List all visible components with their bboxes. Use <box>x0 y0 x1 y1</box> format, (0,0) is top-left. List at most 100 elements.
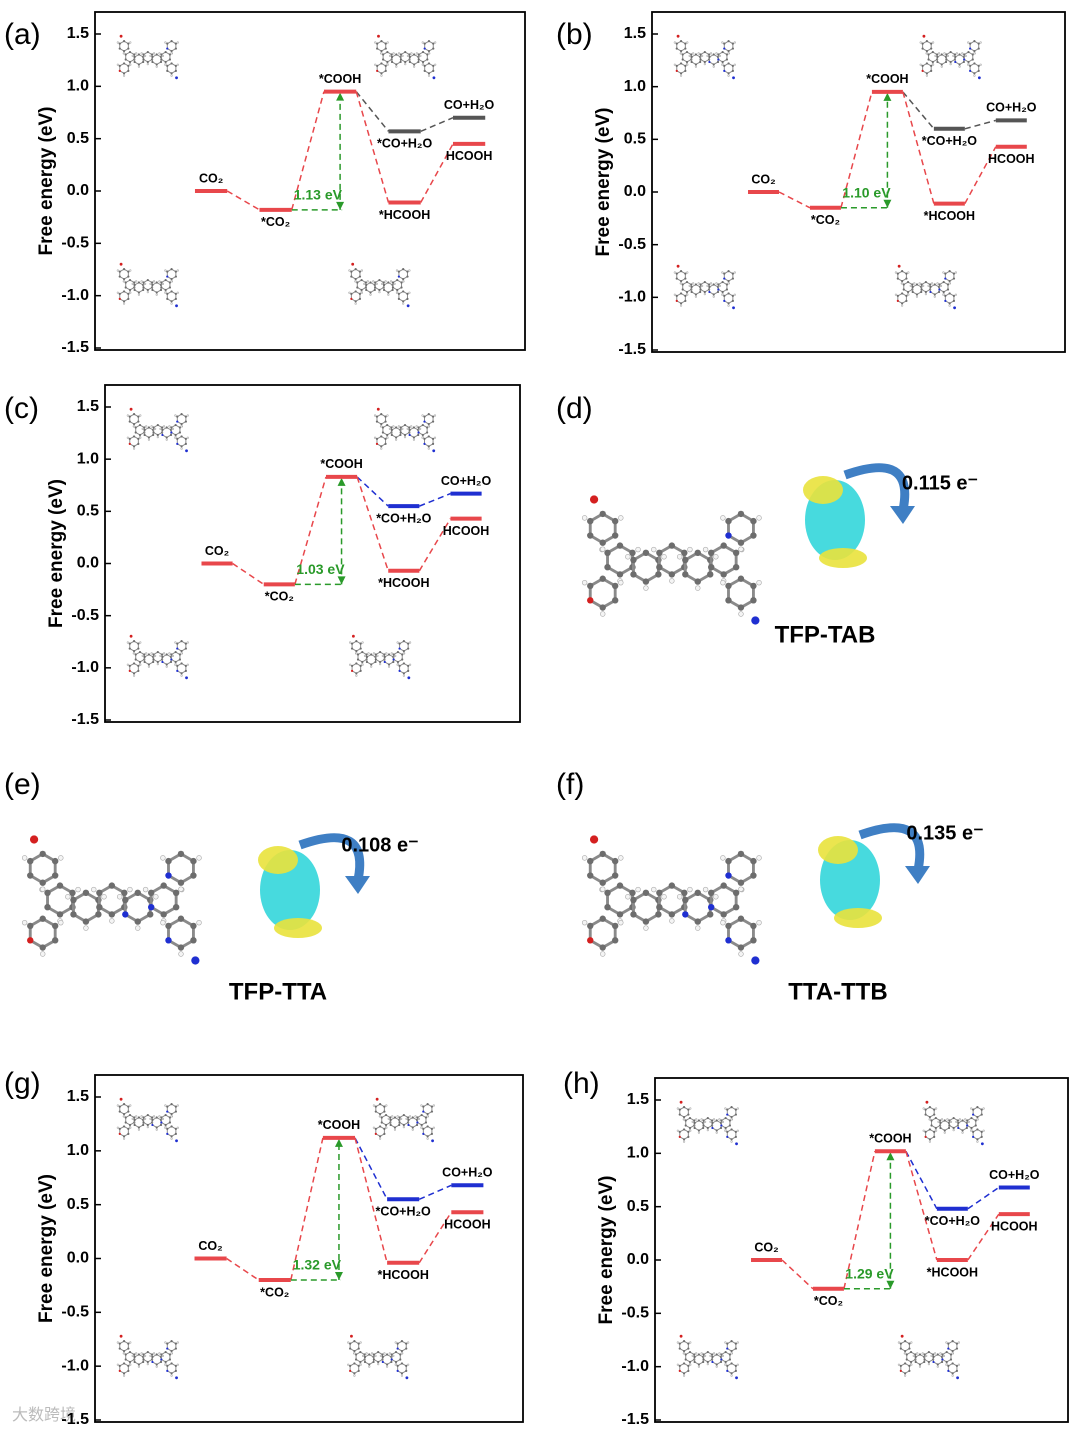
h-atom <box>676 1129 679 1132</box>
atom <box>908 1364 911 1368</box>
atom <box>720 1119 723 1122</box>
h-atom <box>718 54 722 58</box>
h-atom <box>928 1140 932 1143</box>
atom <box>690 60 693 64</box>
atom <box>152 658 155 661</box>
h-atom <box>907 293 910 296</box>
h-atom <box>142 886 149 893</box>
atom <box>174 1110 177 1113</box>
atom <box>920 290 923 294</box>
atom <box>940 53 943 56</box>
state-label: *CO₂ <box>811 213 840 227</box>
h-atom <box>129 291 132 294</box>
atom <box>408 53 411 56</box>
atom <box>122 49 126 53</box>
arrow-head <box>886 1152 895 1161</box>
atom <box>727 40 730 43</box>
atom <box>353 1349 356 1353</box>
atom <box>133 1355 136 1359</box>
state-label: CO₂ <box>754 1240 778 1254</box>
atom <box>400 281 403 284</box>
h-atom <box>144 54 147 58</box>
panel-label: (c) <box>4 392 39 425</box>
h-atom <box>421 414 424 417</box>
barrier-label: 1.13 eV <box>294 187 343 203</box>
charge-label: 0.115 e⁻ <box>902 472 978 494</box>
atom <box>630 571 637 578</box>
atom <box>359 647 362 650</box>
h-atom <box>386 414 389 417</box>
plot-frame <box>654 1077 1069 1423</box>
atom <box>127 47 130 50</box>
atom <box>170 290 173 293</box>
h-atom <box>618 919 624 926</box>
atom <box>431 420 435 423</box>
atom <box>693 1126 696 1130</box>
molecule <box>922 1100 985 1146</box>
atom <box>407 642 410 645</box>
atom <box>955 1364 959 1368</box>
o-atom <box>119 1334 123 1338</box>
panel-label: (g) <box>4 1067 41 1100</box>
h-atom <box>718 1352 721 1355</box>
h-atom <box>164 1341 167 1344</box>
connector <box>902 91 935 130</box>
h-atom <box>372 280 375 283</box>
atom <box>164 50 167 54</box>
atom <box>132 413 136 416</box>
h-atom <box>721 41 724 44</box>
atom <box>190 922 197 930</box>
atom <box>407 1118 410 1122</box>
atom <box>124 286 127 289</box>
h-atom <box>930 282 934 285</box>
h-atom <box>132 674 136 677</box>
h-atom <box>943 52 946 55</box>
atom <box>127 275 130 278</box>
atom <box>699 58 702 61</box>
atom <box>148 889 155 896</box>
state-label: HCOOH <box>988 152 1035 166</box>
h-atom <box>21 919 28 926</box>
h-atom <box>673 271 676 274</box>
atom <box>694 293 698 296</box>
h-atom <box>144 1354 147 1358</box>
h-atom <box>713 894 719 900</box>
atom <box>372 1360 375 1364</box>
molecule <box>21 835 202 965</box>
h-atom <box>420 1126 423 1129</box>
atom <box>678 1364 681 1368</box>
h-atom <box>679 74 683 77</box>
atom <box>688 1350 692 1354</box>
density-yellow <box>258 846 298 874</box>
h-atom <box>643 925 649 931</box>
h-atom <box>434 63 437 66</box>
h-atom <box>702 886 709 893</box>
connector <box>356 476 389 572</box>
atom <box>127 1132 130 1135</box>
h-atom <box>180 425 183 428</box>
atom <box>930 1119 933 1122</box>
atom <box>407 1123 410 1127</box>
h-atom <box>141 654 144 658</box>
h-atom <box>372 652 376 655</box>
atom <box>711 1121 714 1125</box>
h-atom <box>101 894 107 900</box>
h-atom <box>738 951 744 957</box>
atom <box>655 911 662 918</box>
atom <box>927 53 930 56</box>
h-atom <box>140 1352 143 1355</box>
h-atom <box>196 919 202 926</box>
atom <box>694 549 701 556</box>
h-atom <box>156 436 159 439</box>
atom <box>172 904 180 911</box>
atom <box>611 872 619 879</box>
atom <box>27 857 34 865</box>
atom <box>381 1355 384 1359</box>
atom <box>27 937 34 944</box>
molecule <box>116 34 179 80</box>
atom <box>678 1130 681 1134</box>
y-tick-label: 0.5 <box>67 1196 89 1213</box>
atom <box>358 297 362 300</box>
density-yellow <box>834 908 882 928</box>
h-atom <box>378 291 381 294</box>
